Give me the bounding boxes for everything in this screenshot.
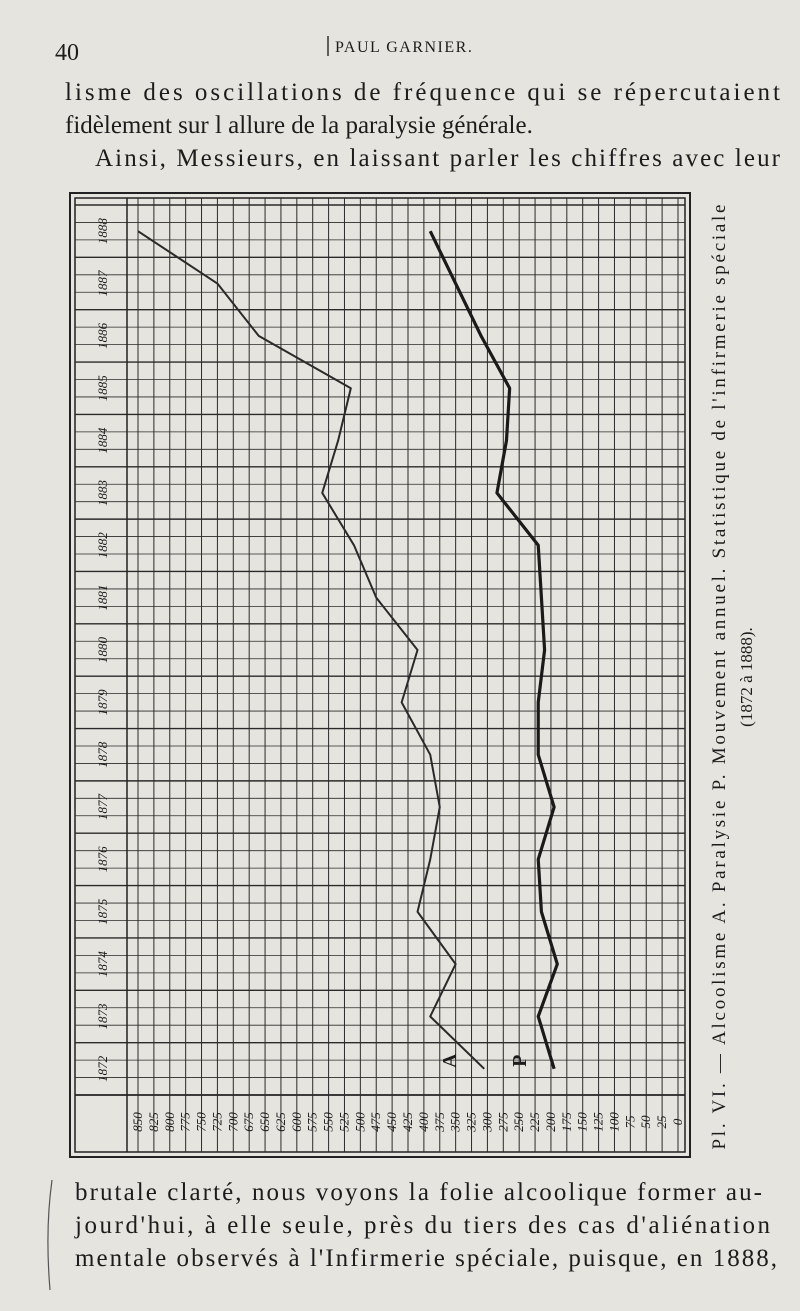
y-tick-label: 1880 — [95, 637, 110, 664]
x-tick-label: 0 — [670, 1118, 685, 1125]
x-tick-label: 600 — [289, 1112, 304, 1132]
x-tick-label: 650 — [257, 1112, 272, 1132]
x-tick-label: 200 — [543, 1112, 558, 1132]
x-tick-label: 225 — [527, 1112, 542, 1132]
x-tick-label: 475 — [368, 1112, 383, 1132]
x-tick-label: 100 — [606, 1112, 621, 1132]
y-tick-label: 1874 — [95, 951, 110, 978]
x-tick-label: 300 — [479, 1112, 494, 1133]
x-tick-label: 550 — [321, 1112, 336, 1132]
x-tick-label: 825 — [146, 1112, 161, 1132]
text-line: Ainsi, Messieurs, en laissant parler les… — [95, 145, 781, 172]
x-tick-label: 125 — [591, 1112, 606, 1132]
x-tick-label: 525 — [336, 1112, 351, 1132]
y-tick-label: 1884 — [95, 427, 110, 454]
x-tick-label: 275 — [495, 1112, 510, 1132]
x-tick-label: 400 — [416, 1112, 431, 1132]
y-tick-label: 1887 — [95, 270, 110, 297]
chart-frame — [74, 197, 686, 1153]
x-tick-label: 450 — [384, 1112, 399, 1132]
x-tick-label: 575 — [305, 1112, 320, 1132]
data-line — [137, 230, 485, 1070]
running-title: PAUL GARNIER. — [335, 39, 473, 56]
x-tick-label: 800 — [162, 1112, 177, 1132]
margin-mark — [47, 1179, 53, 1291]
data-line — [428, 230, 559, 1070]
y-tick-label: 1883 — [95, 479, 110, 506]
x-tick-label: 425 — [400, 1112, 415, 1132]
y-tick-label: 1875 — [95, 898, 110, 925]
x-tick-label: 725 — [209, 1112, 224, 1132]
y-tick-label: 1885 — [95, 375, 110, 402]
series-label: P — [509, 1055, 531, 1067]
x-tick-label: 675 — [241, 1112, 256, 1132]
x-tick-label: 175 — [559, 1112, 574, 1132]
y-tick-label: 1882 — [95, 532, 110, 559]
x-tick-label: 150 — [575, 1112, 590, 1132]
text-line: lisme des oscillations de fréquence qui … — [65, 79, 780, 106]
chart-frame-outer — [69, 192, 691, 1158]
x-tick-label: 50 — [638, 1115, 653, 1129]
y-tick-label: 1876 — [95, 846, 110, 873]
y-tick-label: 1877 — [95, 794, 110, 821]
x-tick-label: 625 — [273, 1112, 288, 1132]
x-tick-label: 250 — [511, 1112, 526, 1132]
y-tick-label: 1888 — [95, 218, 110, 245]
series-label: A — [439, 1053, 461, 1068]
x-tick-label: 775 — [178, 1112, 193, 1132]
text-line: fidèlement sur l allure de la paralysie … — [65, 112, 533, 139]
text-line: mentale observés à l'Infirmerie spéciale… — [75, 1245, 777, 1272]
x-tick-label: 750 — [194, 1112, 209, 1132]
y-tick-label: 1879 — [95, 689, 110, 716]
x-tick-label: 375 — [432, 1112, 447, 1133]
y-tick-label: 1872 — [95, 1055, 110, 1082]
x-tick-label: 350 — [448, 1112, 463, 1133]
x-tick-label: 700 — [225, 1112, 240, 1132]
page-number: 40 — [55, 40, 79, 66]
x-tick-label: 500 — [352, 1112, 367, 1132]
y-tick-label: 1881 — [95, 585, 110, 611]
text-line: brutale clarté, nous voyons la folie alc… — [75, 1179, 762, 1206]
y-tick-label: 1878 — [95, 741, 110, 768]
x-tick-label: 75 — [622, 1115, 637, 1129]
caption: (1872 à 1888). — [737, 627, 756, 727]
x-tick-label: 325 — [464, 1112, 479, 1133]
x-tick-label: 25 — [654, 1115, 669, 1129]
y-tick-label: 1886 — [95, 322, 110, 349]
x-tick-label: 850 — [130, 1112, 145, 1132]
y-tick-label: 1873 — [95, 1003, 110, 1030]
caption: Pl. VI. — Alcoolisme A. Paralysie P. Mou… — [709, 204, 730, 1149]
